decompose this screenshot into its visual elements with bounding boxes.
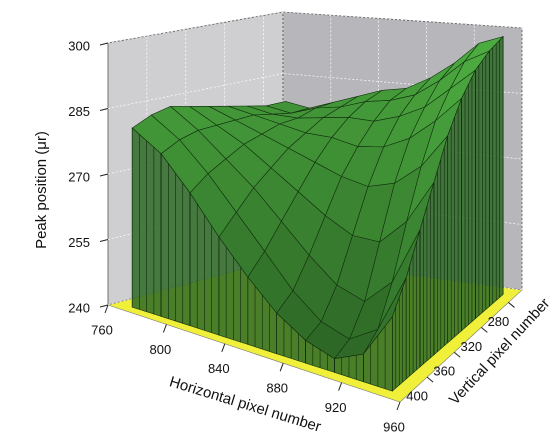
z-tick bbox=[99, 173, 109, 177]
x-tick bbox=[104, 304, 109, 314]
z-tick-label: 255 bbox=[68, 235, 90, 250]
x-tick bbox=[338, 382, 343, 391]
z-tick-label: 300 bbox=[68, 38, 90, 53]
y-tick bbox=[453, 351, 461, 358]
x-tick-label: 840 bbox=[208, 361, 230, 376]
z-tick bbox=[99, 304, 109, 308]
y-tick bbox=[508, 302, 515, 308]
x-tick-label: 960 bbox=[383, 419, 405, 434]
y-tick bbox=[481, 326, 488, 333]
z-tick bbox=[99, 108, 109, 111]
x-axis-title: Horizontal pixel number bbox=[167, 373, 323, 435]
y-tick bbox=[426, 376, 434, 383]
x-tick-label: 800 bbox=[150, 342, 172, 357]
y-tick-label: 280 bbox=[488, 314, 510, 329]
x-tick-label: 880 bbox=[266, 381, 288, 396]
z-tick-label: 240 bbox=[68, 300, 90, 315]
y-tick-label: 320 bbox=[460, 339, 482, 354]
grid-line bbox=[107, 11, 523, 44]
z-axis-title: Peak position (μr) bbox=[33, 131, 50, 249]
plot bbox=[131, 35, 505, 392]
y-tick-label: 400 bbox=[406, 389, 428, 404]
x-tick-label: 760 bbox=[91, 322, 113, 337]
x-tick bbox=[162, 324, 167, 333]
x-tick-label: 920 bbox=[325, 400, 347, 415]
y-tick-label: 360 bbox=[433, 364, 455, 379]
z-tick bbox=[99, 42, 109, 46]
z-tick bbox=[99, 239, 109, 242]
x-tick bbox=[396, 401, 401, 411]
z-tick-label: 285 bbox=[68, 104, 90, 119]
x-tick bbox=[279, 363, 284, 372]
x-tick bbox=[221, 343, 226, 352]
z-tick-label: 270 bbox=[68, 169, 90, 184]
